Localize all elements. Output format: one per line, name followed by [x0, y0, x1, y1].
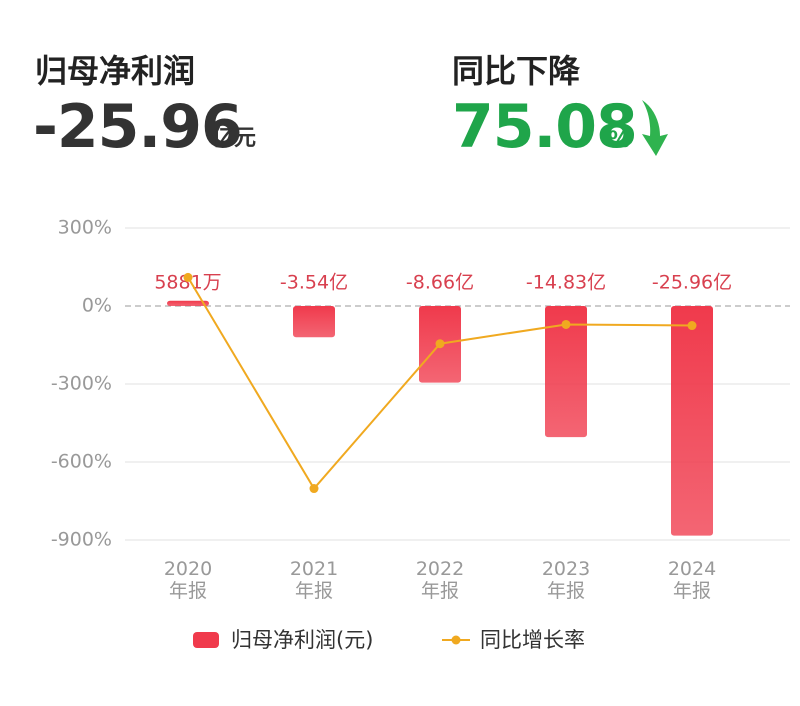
legend-swatch	[451, 635, 461, 645]
bar	[293, 306, 335, 338]
legend-label: 同比增长率	[480, 628, 585, 652]
line-point	[183, 272, 193, 282]
bar	[671, 306, 713, 536]
legend-swatch	[193, 632, 219, 648]
bar	[545, 306, 587, 438]
left-value: -25.96	[33, 92, 243, 162]
line-point	[309, 484, 319, 494]
data-label: 5881万	[154, 272, 221, 294]
data-label: -8.66亿	[406, 272, 474, 294]
left-unit: 亿元	[212, 126, 257, 151]
line-point	[561, 319, 571, 329]
x-tick-label: 2023 年报	[541, 558, 591, 602]
x-tick-label: 2021 年报	[289, 558, 339, 602]
line-point	[435, 339, 445, 349]
right-value: 75.08	[452, 92, 638, 162]
y-tick-label: 300%	[58, 217, 112, 239]
data-label: -25.96亿	[652, 272, 732, 294]
down-arrow	[642, 100, 668, 156]
left-title: 归母净利润	[35, 52, 196, 90]
y-tick-label: -600%	[51, 451, 112, 473]
bar	[167, 300, 209, 306]
x-tick-label: 2022 年报	[415, 558, 465, 602]
right-unit: %	[608, 128, 631, 153]
line-point	[687, 321, 697, 331]
x-tick-label: 2020 年报	[163, 558, 213, 602]
y-tick-label: -300%	[51, 373, 112, 395]
data-label: -3.54亿	[280, 272, 348, 294]
data-label: -14.83亿	[526, 272, 606, 294]
y-tick-label: -900%	[51, 529, 112, 551]
y-tick-label: 0%	[82, 295, 112, 317]
legend-label: 归母净利润(元)	[231, 628, 373, 652]
right-title: 同比下降	[452, 52, 581, 90]
x-tick-label: 2024 年报	[667, 558, 717, 602]
